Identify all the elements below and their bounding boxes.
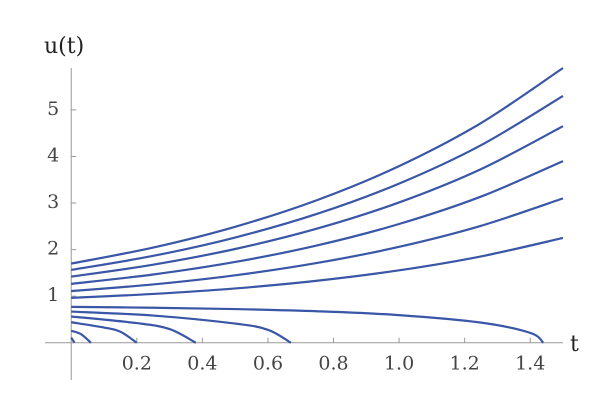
line bbox=[70, 329, 92, 344]
x-tick-label: 1.0 bbox=[384, 353, 414, 375]
x-tick-label: 0.2 bbox=[122, 353, 152, 375]
x-tick-label: 0.4 bbox=[187, 353, 217, 375]
y-axis-label: u(t) bbox=[44, 34, 84, 59]
y-tick-label: 5 bbox=[47, 98, 59, 120]
line bbox=[71, 125, 564, 278]
y-tick-label: 2 bbox=[47, 238, 59, 260]
y-tick-label: 4 bbox=[47, 144, 59, 166]
x-tick-label: 1.4 bbox=[515, 353, 545, 375]
line bbox=[71, 236, 564, 299]
x-axis-label: t bbox=[570, 332, 579, 357]
line bbox=[71, 160, 564, 285]
line bbox=[71, 305, 545, 344]
line bbox=[70, 337, 76, 344]
x-tick-label: 0.8 bbox=[318, 353, 348, 375]
line bbox=[71, 321, 138, 344]
x-tick-label: 1.2 bbox=[450, 353, 480, 375]
line bbox=[71, 310, 292, 344]
line bbox=[71, 67, 564, 265]
x-tick-label: 0.6 bbox=[253, 353, 283, 375]
line bbox=[71, 94, 564, 271]
y-tick-label: 1 bbox=[47, 284, 59, 306]
line bbox=[71, 197, 564, 293]
line bbox=[71, 315, 197, 344]
y-tick-label: 3 bbox=[47, 191, 59, 213]
